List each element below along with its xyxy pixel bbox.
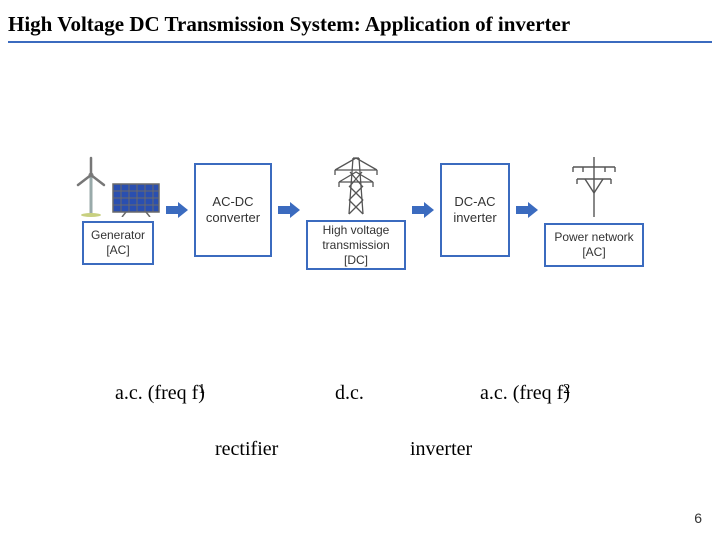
annot-rectifier: rectifier bbox=[215, 438, 278, 461]
arrow-icon bbox=[412, 202, 434, 218]
transmission-tower-icon bbox=[329, 150, 383, 216]
arrow-icon bbox=[516, 202, 538, 218]
acdc-converter-block: AC-DC converter bbox=[194, 163, 272, 257]
generator-block: Generator [AC] bbox=[82, 221, 154, 265]
power-line1: Power network bbox=[554, 230, 633, 245]
annot-inverter: inverter bbox=[410, 438, 472, 461]
generator-line2: [AC] bbox=[106, 243, 129, 258]
hvt-block: High voltage transmission [DC] bbox=[306, 220, 406, 270]
annot-dc: d.c. bbox=[335, 382, 364, 405]
page-title: High Voltage DC Transmission System: App… bbox=[0, 0, 720, 41]
power-network-group: Power network [AC] bbox=[544, 153, 644, 267]
inverter-line2: inverter bbox=[453, 210, 496, 226]
hvt-group: High voltage transmission [DC] bbox=[306, 150, 406, 270]
hvdc-diagram: Generator [AC] AC-DC converter Hi bbox=[10, 150, 710, 270]
hvt-line3: [DC] bbox=[344, 253, 368, 268]
power-line2: [AC] bbox=[582, 245, 605, 260]
solar-panel-icon bbox=[112, 183, 160, 217]
generator-group: Generator [AC] bbox=[76, 155, 160, 265]
arrow-icon bbox=[278, 202, 300, 218]
hvt-line2: transmission bbox=[322, 238, 389, 253]
title-underline bbox=[8, 41, 712, 43]
utility-pole-icon bbox=[567, 153, 621, 219]
arrow-icon bbox=[166, 202, 188, 218]
hvt-line1: High voltage bbox=[323, 223, 390, 238]
page-number: 6 bbox=[694, 510, 702, 526]
converter-line1: AC-DC bbox=[212, 194, 253, 210]
wind-turbine-icon bbox=[76, 155, 106, 217]
converter-line2: converter bbox=[206, 210, 260, 226]
inverter-line1: DC-AC bbox=[454, 194, 495, 210]
power-network-block: Power network [AC] bbox=[544, 223, 644, 267]
dcac-inverter-block: DC-AC inverter bbox=[440, 163, 510, 257]
generator-line1: Generator bbox=[91, 228, 145, 243]
